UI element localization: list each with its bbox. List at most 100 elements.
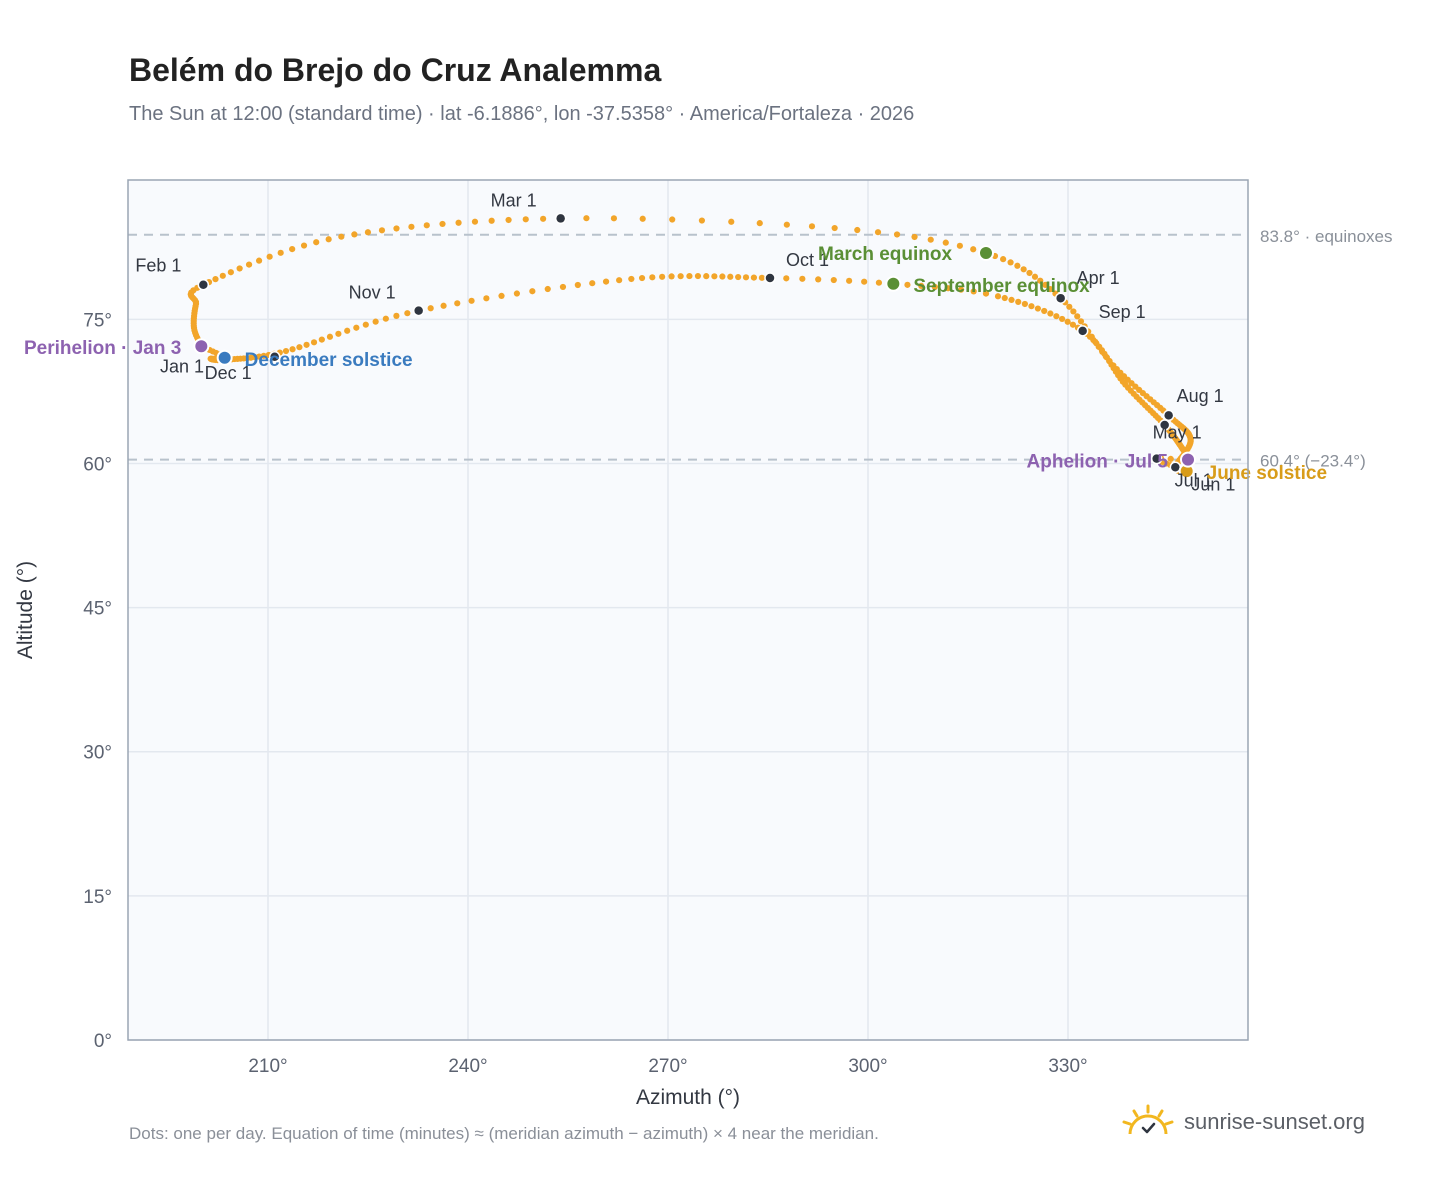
day-dot bbox=[583, 215, 590, 222]
day-dot bbox=[830, 276, 837, 284]
day-dot bbox=[439, 220, 446, 228]
day-dot bbox=[698, 217, 706, 224]
day-dot bbox=[1031, 273, 1039, 280]
day-dot bbox=[1047, 310, 1054, 317]
month-label: Feb 1 bbox=[135, 256, 181, 276]
reference-line-label: 60.4° (−23.4°) bbox=[1260, 452, 1366, 471]
day-dot bbox=[589, 280, 596, 287]
day-dot bbox=[970, 288, 977, 295]
day-dot bbox=[1021, 300, 1028, 308]
day-dot bbox=[799, 275, 806, 282]
axes: 210° 240° 270° 300° 330° 0° 15° 30° 45° 60° 75° Azi… bbox=[14, 310, 1088, 1109]
month-marker bbox=[197, 278, 210, 291]
month-label: Jul 1 bbox=[1175, 471, 1213, 491]
event-marker bbox=[978, 245, 994, 262]
day-dot bbox=[831, 224, 838, 232]
day-dot bbox=[440, 302, 447, 309]
day-dot bbox=[1069, 321, 1077, 328]
month-label: Sep 1 bbox=[1099, 302, 1146, 322]
day-dot bbox=[1041, 307, 1048, 315]
x-tick-label: 210° bbox=[248, 1056, 287, 1077]
day-dot bbox=[808, 223, 816, 230]
event-label: December solstice bbox=[245, 350, 413, 371]
day-dot bbox=[529, 288, 536, 295]
day-dot bbox=[344, 327, 351, 334]
day-dot bbox=[488, 217, 495, 224]
day-dot bbox=[289, 245, 296, 253]
month-label: Jan 1 bbox=[160, 356, 204, 376]
day-dot bbox=[1059, 315, 1066, 323]
y-tick-label: 15° bbox=[83, 887, 112, 908]
day-dot bbox=[911, 233, 918, 241]
event-label: June solstice bbox=[1207, 463, 1327, 484]
day-dot bbox=[1015, 298, 1022, 305]
day-dot bbox=[245, 261, 253, 268]
day-dot bbox=[854, 226, 861, 234]
month-marker bbox=[412, 304, 425, 317]
month-label: Dec 1 bbox=[205, 363, 252, 383]
day-dot bbox=[255, 257, 263, 264]
month-label: May 1 bbox=[1153, 422, 1202, 442]
day-dot bbox=[602, 278, 610, 285]
day-dot bbox=[742, 274, 750, 281]
month-marker bbox=[268, 351, 281, 363]
day-dot bbox=[758, 274, 765, 281]
day-dot bbox=[1066, 303, 1073, 310]
event-label: September equinox bbox=[913, 276, 1090, 297]
day-dot bbox=[393, 312, 400, 319]
month-marker bbox=[1150, 452, 1163, 465]
day-dot bbox=[686, 272, 693, 280]
day-dot bbox=[483, 295, 490, 302]
day-dot bbox=[236, 265, 243, 272]
plot-frame bbox=[127, 179, 1249, 1041]
day-dot bbox=[1026, 269, 1033, 277]
day-dot bbox=[310, 339, 318, 346]
reference-lines: 83.8° · equinoxes 60.4° (−23.4°) bbox=[128, 227, 1393, 471]
day-dot bbox=[610, 215, 618, 222]
day-dot bbox=[1037, 277, 1044, 284]
day-dot bbox=[372, 318, 379, 325]
day-dot bbox=[649, 274, 656, 281]
day-dot bbox=[277, 249, 284, 256]
day-dot bbox=[505, 216, 512, 224]
x-tick-label: 240° bbox=[448, 1056, 487, 1077]
day-dot bbox=[904, 281, 911, 288]
day-dot bbox=[1077, 318, 1085, 325]
day-dot bbox=[362, 321, 369, 328]
y-tick-label: 45° bbox=[83, 599, 112, 620]
month-label: Aug 1 bbox=[1177, 386, 1224, 406]
day-dot bbox=[471, 218, 479, 225]
month-label: Apr 1 bbox=[1077, 268, 1120, 288]
month-label: Mar 1 bbox=[491, 190, 537, 210]
month-label: Jun 1 bbox=[1191, 474, 1235, 494]
y-tick-label: 75° bbox=[83, 310, 112, 331]
day-dot bbox=[454, 300, 461, 307]
day-dot bbox=[1020, 266, 1027, 273]
day-dot bbox=[927, 236, 934, 243]
brand[interactable]: sunrise-sunset.org bbox=[1122, 1104, 1365, 1140]
day-dot bbox=[423, 222, 430, 229]
day-dot bbox=[1007, 259, 1014, 266]
day-dot bbox=[970, 246, 977, 253]
day-dot bbox=[1053, 313, 1060, 320]
day-dot bbox=[404, 310, 411, 317]
day-dot bbox=[931, 283, 938, 291]
day-dot bbox=[266, 253, 273, 260]
day-dot bbox=[338, 233, 345, 240]
day-dot bbox=[326, 333, 334, 340]
day-dot bbox=[982, 290, 990, 297]
day-dot bbox=[756, 220, 763, 227]
day-dot bbox=[455, 219, 462, 226]
day-dot bbox=[296, 344, 303, 351]
day-dot bbox=[918, 282, 925, 290]
day-dot bbox=[353, 324, 360, 331]
day-dot bbox=[382, 315, 389, 322]
day-dot bbox=[260, 352, 267, 359]
day-dot bbox=[861, 278, 868, 285]
day-dot bbox=[1001, 294, 1008, 302]
event-label: Perihelion · Jan 3 bbox=[24, 338, 181, 359]
day-dot bbox=[677, 273, 684, 280]
day-dot bbox=[300, 242, 308, 249]
